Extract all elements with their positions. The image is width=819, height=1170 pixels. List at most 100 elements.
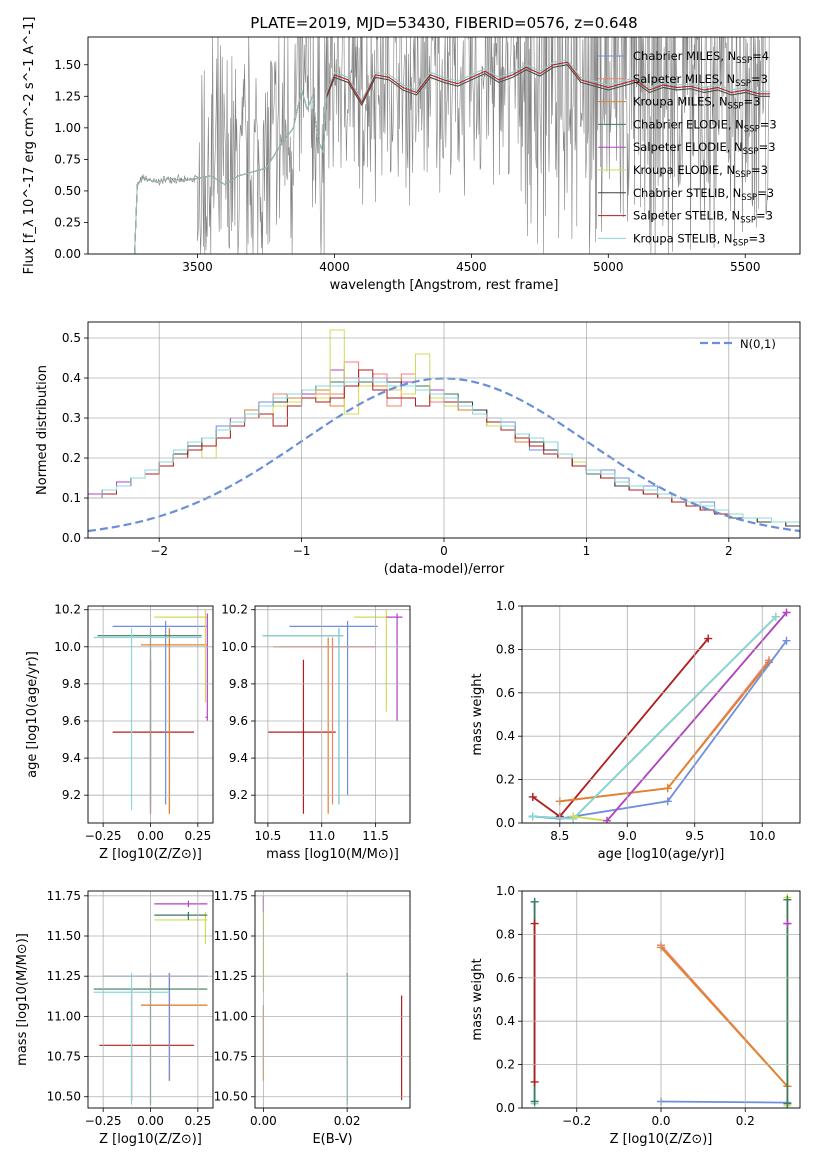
legend-sub: SSP: [741, 193, 757, 203]
y-tick-label: 0.00: [54, 247, 81, 261]
chart-1: −2 −1 0 1 2 0.0 0.1 0.2 0.3 0.4 0.5 (data-model)/er…: [35, 321, 801, 577]
plot-area: [262, 895, 403, 1105]
legend-text: Kroupa ELODIE, N: [633, 163, 735, 177]
y-tick-label: 9.6: [62, 714, 81, 728]
histogram-6: [88, 377, 800, 527]
series-marker: [771, 612, 780, 621]
legend-sub: SSP: [736, 56, 752, 66]
legend-sub: SSP: [735, 170, 751, 180]
series-0: [657, 1097, 792, 1107]
histogram-3: [88, 377, 800, 527]
x-tick-label: 4500: [456, 260, 487, 274]
legend-entry: Chabrier STELIB, NSSP=3: [633, 186, 774, 203]
y-tick-label: 10.2: [54, 603, 81, 617]
series-marker: [603, 816, 612, 823]
x-tick-label: 0.02: [334, 1114, 361, 1128]
x-tick-label: −0.25: [85, 829, 122, 843]
chart-5: −0.25 0.00 0.25 10.50 10.75 11.00 11.25 11.50 11…: [15, 889, 214, 1147]
series-marker: [783, 895, 792, 904]
axes-frame: [87, 36, 801, 255]
error-point-5: [262, 628, 344, 805]
x-axis-label: mass [log10(M/M⊙)]: [266, 847, 399, 862]
axes-frame: [254, 605, 411, 824]
error-point-8: [154, 900, 208, 908]
x-tick-label: 0.00: [137, 829, 164, 843]
axes-frame: [254, 890, 411, 1109]
x-tick-label: 0.00: [250, 1114, 277, 1128]
histogram-0: [88, 377, 800, 527]
legend-entry: Kroupa MILES, NSSP=3: [633, 95, 760, 112]
legend-text: =4: [752, 49, 769, 63]
y-tick-label: 11.50: [47, 929, 81, 943]
model-line-8: [93, 59, 770, 254]
legend-sub: SSP: [728, 102, 744, 112]
legend-text: Chabrier STELIB, N: [633, 186, 741, 200]
error-point-6: [154, 609, 208, 703]
y-tick-label: 1.50: [54, 58, 81, 72]
legend-entry: Kroupa STELIB, NSSP=3: [633, 231, 765, 248]
histogram-7: [88, 369, 800, 527]
error-point-0: [267, 659, 336, 814]
y-tick-label: 9.8: [229, 677, 248, 691]
y-tick-label: 9.8: [62, 677, 81, 691]
legend-entry: Chabrier MILES, NSSP=4: [633, 49, 769, 66]
series-5: [530, 919, 539, 1086]
legend-text: Chabrier ELODIE, N: [633, 117, 744, 131]
y-tick-label: 0.1: [62, 491, 81, 505]
y-tick-label: 10.75: [214, 1050, 248, 1064]
y-tick-label: 9.2: [229, 788, 248, 802]
y-tick-label: 0.6: [496, 971, 515, 985]
series-marker: [782, 636, 791, 645]
plot-area: [528, 608, 791, 823]
y-tick-label: 0.4: [496, 729, 515, 743]
y-tick-label: 9.2: [62, 788, 81, 802]
legend-text: Kroupa STELIB, N: [633, 231, 733, 245]
y-tick-label: 1.00: [54, 121, 81, 135]
x-tick-label: 0.00: [137, 1114, 164, 1128]
series-line: [532, 616, 777, 820]
legend-text: =3: [743, 95, 760, 109]
chart-title: PLATE=2019, MJD=53430, FIBERID=0576, z=0…: [250, 14, 637, 32]
x-tick-label: 9.0: [618, 829, 637, 843]
y-axis-label: Normed distribution: [35, 365, 50, 495]
legend-entry: Kroupa ELODIE, NSSP=3: [633, 163, 768, 180]
chart-0: 3500 4000 4500 5000 5500 0.00 0.25 0.50 0.75 1.00…: [22, 14, 801, 293]
error-point-7: [386, 613, 403, 721]
legend-sub: SSP: [735, 79, 751, 89]
y-tick-label: 0.0: [496, 816, 515, 830]
x-tick-label: 5500: [730, 260, 761, 274]
plot-area: [262, 609, 403, 814]
legend-text: =3: [757, 186, 774, 200]
legend-text: =3: [751, 163, 768, 177]
series-4: [528, 612, 780, 823]
series-line: [573, 611, 788, 822]
error-point-4: [97, 628, 202, 805]
y-tick-label: 0.8: [496, 642, 515, 656]
y-tick-label: 0.8: [496, 927, 515, 941]
y-tick-label: 1.25: [54, 89, 81, 103]
series-marker: [663, 797, 672, 806]
legend-text: Kroupa MILES, N: [633, 95, 728, 109]
y-tick-label: 0.4: [496, 1014, 515, 1028]
y-tick-label: 10.50: [47, 1090, 81, 1104]
legend-text: Salpeter MILES, N: [633, 72, 735, 86]
plot-area: [93, 37, 770, 254]
series-marker: [783, 1099, 792, 1108]
plot-area: [88, 329, 800, 533]
series-2: [657, 943, 792, 1091]
legend-text: =3: [759, 140, 776, 154]
y-tick-label: 10.0: [221, 640, 248, 654]
y-axis-label: Flux [f_λ 10^-17 erg cm^-2 s^-1 A^-1]: [22, 17, 37, 275]
series-marker: [704, 634, 713, 643]
y-tick-label: 0.0: [496, 1101, 515, 1115]
y-tick-label: 0.6: [496, 686, 515, 700]
error-point-3: [289, 620, 378, 796]
legend-sub: SSP: [744, 124, 760, 134]
error-point-0: [112, 659, 195, 814]
legend-entry: Salpeter STELIB, NSSP=3: [633, 209, 773, 226]
series-line: [660, 946, 789, 1087]
x-tick-label: 9.5: [685, 829, 704, 843]
series-line: [532, 637, 709, 818]
x-tick-label: 0.2: [736, 1114, 755, 1128]
